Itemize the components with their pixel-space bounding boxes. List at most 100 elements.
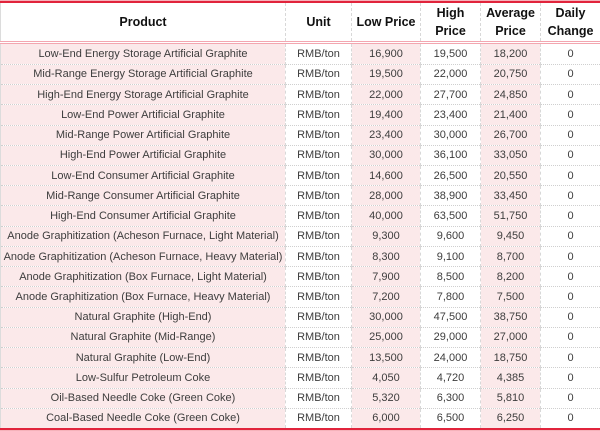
table-row: Mid-Range Consumer Artificial Graphite RM… [0,185,600,206]
low-price-cell: 30,000 [351,144,421,166]
unit-cell: RMB/ton [285,326,352,348]
low-price-cell: 19,500 [351,63,421,85]
daily-change-cell: 0 [540,387,600,409]
average-price-cell: 7,500 [480,286,541,308]
table-row: Low-End Consumer Artificial Graphite RMB/… [0,164,600,186]
average-price-cell: 4,385 [480,367,541,389]
high-price-cell: 27,700 [420,84,481,105]
product-cell: High-End Power Artificial Graphite [0,144,286,166]
table-row: Mid-Range Power Artificial Graphite RMB/t… [0,124,600,146]
average-price-cell: 6,250 [480,407,541,428]
daily-change-cell: 0 [540,225,600,247]
high-price-cell: 9,600 [420,225,481,247]
column-header-unit: Unit [285,3,352,44]
low-price-cell: 19,400 [351,104,421,125]
high-price-cell: 24,000 [420,347,481,368]
daily-change-cell: 0 [540,144,600,166]
unit-cell: RMB/ton [285,407,352,428]
column-header-daily-change: Daily Change [540,3,600,44]
product-cell: Low-Sulfur Petroleum Coke [0,367,286,389]
daily-change-cell: 0 [540,205,600,227]
low-price-cell: 25,000 [351,326,421,348]
table-row: Anode Graphitization (Acheson Furnace, L… [0,225,600,247]
low-price-cell: 13,500 [351,347,421,368]
product-cell: Anode Graphitization (Box Furnace, Heavy… [0,286,286,308]
table-row: Low-End Power Artificial Graphite RMB/ton… [0,104,600,125]
unit-cell: RMB/ton [285,104,352,125]
daily-change-cell: 0 [540,104,600,125]
low-price-cell: 16,900 [351,42,421,65]
daily-change-cell: 0 [540,306,600,328]
high-price-cell: 19,500 [420,42,481,65]
product-cell: Oil-Based Needle Coke (Green Coke) [0,387,286,409]
high-price-cell: 26,500 [420,164,481,186]
low-price-cell: 5,320 [351,387,421,409]
table-row: High-End Energy Storage Artificial Graph… [0,84,600,105]
product-cell: Anode Graphitization (Acheson Furnace, L… [0,225,286,247]
daily-change-cell: 0 [540,367,600,389]
low-price-cell: 7,200 [351,286,421,308]
table-row: Oil-Based Needle Coke (Green Coke) RMB/to… [0,387,600,409]
low-price-cell: 6,000 [351,407,421,428]
table-row: Mid-Range Energy Storage Artificial Grap… [0,63,600,85]
table-row: Anode Graphitization (Box Furnace, Heavy… [0,286,600,308]
unit-cell: RMB/ton [285,144,352,166]
table-row: Coal-Based Needle Coke (Green Coke) RMB/t… [0,407,600,428]
average-price-cell: 27,000 [480,326,541,348]
average-price-cell: 18,750 [480,347,541,368]
product-cell: Low-End Power Artificial Graphite [0,104,286,125]
average-price-cell: 5,810 [480,387,541,409]
unit-cell: RMB/ton [285,185,352,206]
average-price-cell: 33,450 [480,185,541,206]
high-price-cell: 7,800 [420,286,481,308]
unit-cell: RMB/ton [285,286,352,308]
low-price-cell: 28,000 [351,185,421,206]
top-accent-red-line [0,1,600,3]
average-price-cell: 21,400 [480,104,541,125]
unit-cell: RMB/ton [285,387,352,409]
high-price-cell: 6,500 [420,407,481,428]
unit-cell: RMB/ton [285,266,352,287]
table-row: Natural Graphite (Mid-Range) RMB/ton 25,00… [0,326,600,348]
table-row: Natural Graphite (Low-End) RMB/ton 13,500 2… [0,347,600,368]
unit-cell: RMB/ton [285,367,352,389]
daily-change-cell: 0 [540,42,600,65]
table-row: Natural Graphite (High-End) RMB/ton 30,000… [0,306,600,328]
high-price-cell: 63,500 [420,205,481,227]
daily-change-cell: 0 [540,84,600,105]
product-cell: High-End Consumer Artificial Graphite [0,205,286,227]
low-price-cell: 9,300 [351,225,421,247]
product-cell: Natural Graphite (Mid-Range) [0,326,286,348]
average-price-cell: 33,050 [480,144,541,166]
average-price-cell: 51,750 [480,205,541,227]
low-price-cell: 8,300 [351,245,421,267]
unit-cell: RMB/ton [285,84,352,105]
table-row: Anode Graphitization (Box Furnace, Light… [0,266,600,287]
table-row: Low-End Energy Storage Artificial Graphi… [0,42,600,65]
column-header-high-price: High Price [420,3,481,44]
product-cell: Low-End Energy Storage Artificial Graphi… [0,42,286,65]
table-row: High-End Consumer Artificial Graphite RMB… [0,205,600,227]
product-cell: Natural Graphite (High-End) [0,306,286,328]
product-cell: Anode Graphitization (Box Furnace, Light… [0,266,286,287]
unit-cell: RMB/ton [285,245,352,267]
table-row: Low-Sulfur Petroleum Coke RMB/ton 4,050 4,7… [0,367,600,389]
average-price-cell: 38,750 [480,306,541,328]
high-price-cell: 38,900 [420,185,481,206]
low-price-cell: 14,600 [351,164,421,186]
low-price-cell: 23,400 [351,124,421,146]
product-cell: Low-End Consumer Artificial Graphite [0,164,286,186]
bottom-accent-red-line [0,428,600,430]
high-price-cell: 22,000 [420,63,481,85]
column-header-low-price: Low Price [351,3,421,44]
daily-change-cell: 0 [540,407,600,428]
table-row: High-End Power Artificial Graphite RMB/to… [0,144,600,166]
unit-cell: RMB/ton [285,124,352,146]
high-price-cell: 9,100 [420,245,481,267]
high-price-cell: 6,300 [420,387,481,409]
low-price-cell: 40,000 [351,205,421,227]
unit-cell: RMB/ton [285,306,352,328]
header-row: Product Unit Low Price High Price Average Pr… [0,3,600,44]
daily-change-cell: 0 [540,164,600,186]
